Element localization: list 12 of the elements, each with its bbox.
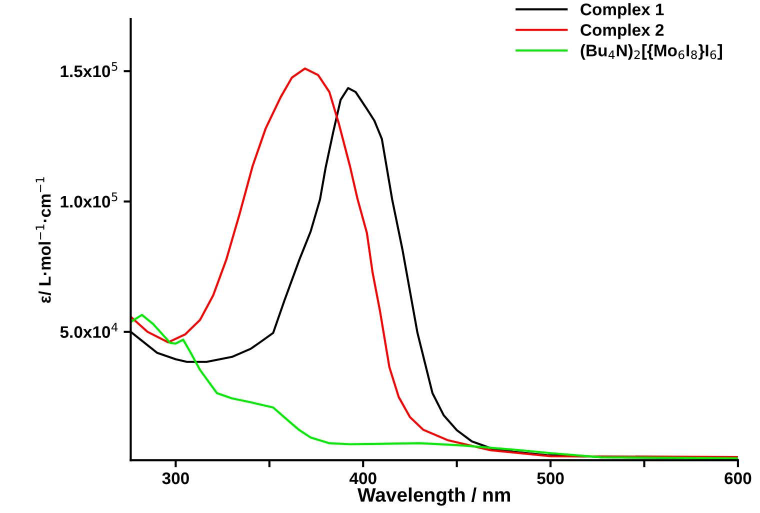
x-tick-label: 400 xyxy=(349,472,376,484)
x-axis-title: Wavelength / nm xyxy=(357,488,510,506)
y-tick-label: 1.5x10$^{5}$ xyxy=(60,62,118,78)
legend-label: Complex 2 xyxy=(580,24,664,40)
y-axis-title: ε/ L·mol$^{−1}$·cm$^{−1}$ xyxy=(36,177,51,303)
y-tick-label: 5.0x10$^{4}$ xyxy=(60,322,118,338)
y-tick-label: 1.0x10$^{5}$ xyxy=(60,192,118,208)
x-tick-label: 500 xyxy=(537,472,564,484)
text: (Bu$_{4}$N)$_{2}$[{Mo$_{6}$I$_{8}$}I$_{6}$] xyxy=(580,44,722,60)
x-tick-label: 600 xyxy=(724,472,752,484)
x-tick-label: 300 xyxy=(162,472,189,484)
legend-label: Complex 1 xyxy=(580,3,664,19)
